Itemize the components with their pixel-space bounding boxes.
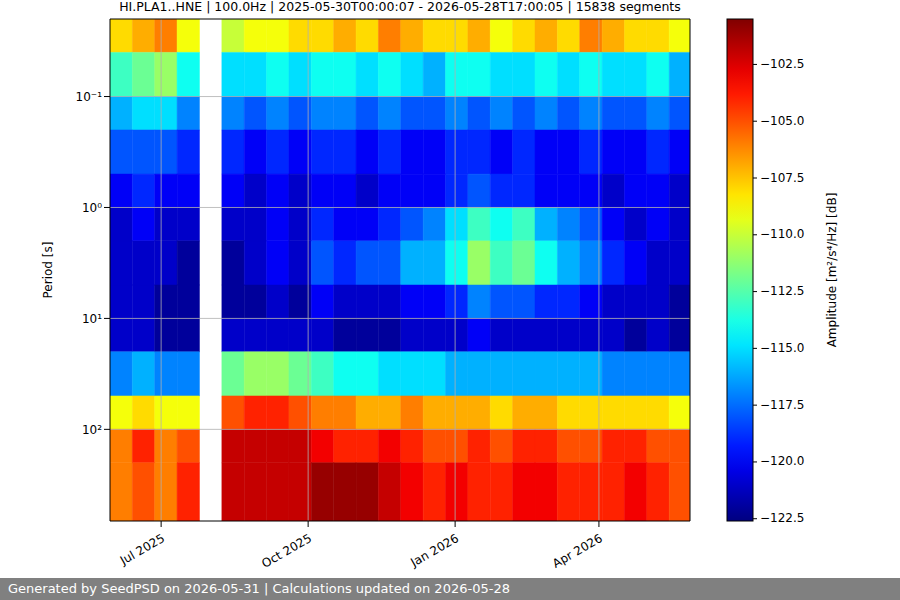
svg-text:Amplitude [m²/s⁴/Hz] [dB]: Amplitude [m²/s⁴/Hz] [dB] — [825, 193, 839, 348]
svg-text:−110.0: −110.0 — [760, 227, 804, 241]
svg-text:Jul 2025: Jul 2025 — [117, 531, 167, 568]
svg-text:10⁻¹: 10⁻¹ — [76, 90, 103, 104]
svg-text:Period [s]: Period [s] — [41, 242, 55, 299]
svg-text:−115.0: −115.0 — [760, 341, 804, 355]
svg-text:−102.5: −102.5 — [760, 57, 804, 71]
svg-text:Oct 2025: Oct 2025 — [259, 531, 314, 571]
svg-text:10¹: 10¹ — [82, 312, 102, 326]
svg-text:Jan 2026: Jan 2026 — [407, 531, 461, 570]
svg-text:Apr 2026: Apr 2026 — [550, 531, 605, 571]
svg-text:10⁰: 10⁰ — [82, 201, 102, 215]
html-text:Generated by SeedPSD on 2026-0: Generated by SeedPSD on 2026-05-31 | Cal… — [8, 581, 510, 596]
svg-text:−117.5: −117.5 — [760, 398, 804, 412]
svg-text:−120.0: −120.0 — [760, 454, 804, 468]
svg-text:−122.5: −122.5 — [760, 511, 804, 525]
svg-text:HI.PLA1..HNE | 100.0Hz | 2025-: HI.PLA1..HNE | 100.0Hz | 2025-05-30T00:0… — [119, 0, 681, 14]
svg-text:10²: 10² — [82, 423, 102, 437]
svg-text:−112.5: −112.5 — [760, 284, 804, 298]
svg-text:−105.0: −105.0 — [760, 114, 804, 128]
svg-text:−107.5: −107.5 — [760, 171, 804, 185]
